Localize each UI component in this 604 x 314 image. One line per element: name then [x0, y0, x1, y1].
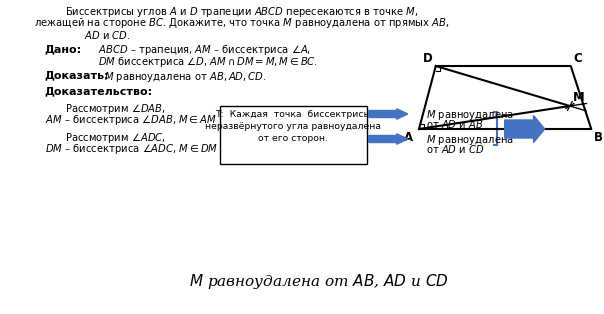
Text: A: A [404, 131, 413, 144]
Text: $M$ равноудалена от $AB, AD, CD$.: $M$ равноудалена от $AB, AD, CD$. [104, 70, 267, 84]
Text: Дано:: Дано: [45, 44, 82, 54]
Text: $AD$ и $CD$.: $AD$ и $CD$. [84, 29, 130, 41]
Text: от $AD$ и $AB$: от $AD$ и $AB$ [426, 118, 484, 130]
Text: от его сторон.: от его сторон. [259, 134, 328, 143]
Text: Доказательство:: Доказательство: [45, 86, 153, 96]
Text: M: M [573, 91, 585, 104]
Text: Т:  Каждая  точка  биссектрисы: Т: Каждая точка биссектрисы [216, 110, 371, 119]
Text: Рассмотрим $\angle ADC$,: Рассмотрим $\angle ADC$, [65, 131, 166, 145]
Text: C: C [574, 52, 582, 65]
Text: $M$ равноудалена: $M$ равноудалена [426, 133, 515, 147]
Polygon shape [368, 134, 408, 144]
Text: $DM$ – биссектриса $\angle ADC$, $M \in DM$: $DM$ – биссектриса $\angle ADC$, $M \in … [45, 142, 218, 156]
Text: B: B [594, 131, 603, 144]
Text: $ABCD$ – трапеция, $AM$ – биссектриса $\angle A$,: $ABCD$ – трапеция, $AM$ – биссектриса $\… [98, 43, 311, 57]
Text: D: D [423, 52, 433, 65]
Text: от $AD$ и $CD$: от $AD$ и $CD$ [426, 143, 485, 155]
Text: $M$ равноудалена: $M$ равноудалена [426, 108, 515, 122]
Text: $DM$ биссектриса $\angle D$, $AM \cap DM = M, M \in BC$.: $DM$ биссектриса $\angle D$, $AM \cap DM… [98, 55, 318, 69]
Text: $M$ равноудалена от $AB$, $AD$ и $CD$: $M$ равноудалена от $AB$, $AD$ и $CD$ [188, 272, 448, 291]
Bar [220, 106, 367, 164]
Polygon shape [505, 116, 545, 143]
Text: Биссектрисы углов $A$ и $D$ трапеции $ABCD$ пересекаются в точке $M$,: Биссектрисы углов $A$ и $D$ трапеции $AB… [65, 5, 419, 19]
Text: $AM$ – биссектриса $\angle DAB$, $M \in AM$: $AM$ – биссектриса $\angle DAB$, $M \in … [45, 113, 217, 127]
Text: лежащей на стороне $BC$. Докажите, что точка $M$ равноудалена от прямых $AB$,: лежащей на стороне $BC$. Докажите, что т… [34, 17, 450, 30]
Text: Рассмотрим $\angle DAB$,: Рассмотрим $\angle DAB$, [65, 102, 166, 116]
Text: Доказать:: Доказать: [45, 70, 109, 80]
Text: неразвёрнутого угла равноудалена: неразвёрнутого угла равноудалена [205, 122, 381, 131]
Polygon shape [368, 109, 408, 119]
